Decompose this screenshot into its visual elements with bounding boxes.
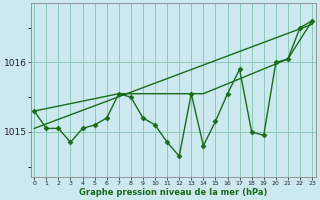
- X-axis label: Graphe pression niveau de la mer (hPa): Graphe pression niveau de la mer (hPa): [79, 188, 267, 197]
